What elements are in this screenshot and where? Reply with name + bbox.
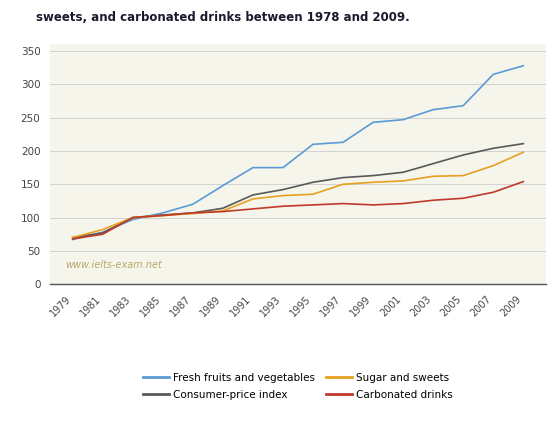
- Legend: Fresh fruits and vegetables, Consumer-price index, Sugar and sweets, Carbonated : Fresh fruits and vegetables, Consumer-pr…: [139, 369, 457, 404]
- Text: sweets, and carbonated drinks between 1978 and 2009.: sweets, and carbonated drinks between 19…: [36, 11, 410, 24]
- Text: www.ielts-exam.net: www.ielts-exam.net: [65, 260, 162, 270]
